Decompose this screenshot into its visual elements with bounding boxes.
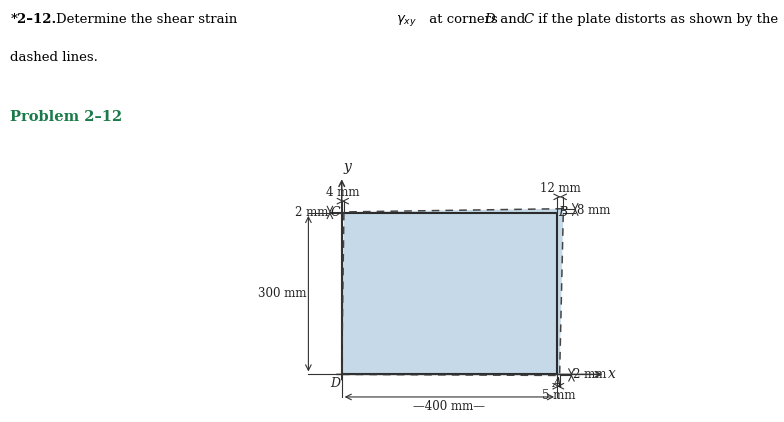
Text: at corners: at corners xyxy=(425,13,502,26)
Text: D: D xyxy=(485,13,495,26)
Text: 2 mm: 2 mm xyxy=(295,206,328,219)
Polygon shape xyxy=(342,209,564,376)
Text: 300 mm: 300 mm xyxy=(258,287,307,300)
Text: *2–12.: *2–12. xyxy=(10,13,56,26)
Text: 12 mm: 12 mm xyxy=(539,182,580,195)
Text: A: A xyxy=(553,377,562,390)
Text: 4 mm: 4 mm xyxy=(326,186,360,199)
Text: 2 mm: 2 mm xyxy=(573,368,607,381)
Text: Determine the shear strain: Determine the shear strain xyxy=(56,13,242,26)
Text: if the plate distorts as shown by the: if the plate distorts as shown by the xyxy=(534,13,778,26)
Text: B: B xyxy=(558,206,568,219)
Text: x: x xyxy=(608,368,615,381)
Text: 8 mm: 8 mm xyxy=(577,204,610,217)
Text: C: C xyxy=(524,13,534,26)
Text: and: and xyxy=(496,13,530,26)
Text: $\gamma_{xy}$: $\gamma_{xy}$ xyxy=(396,13,417,28)
Text: —400 mm—: —400 mm— xyxy=(413,400,485,413)
Text: D: D xyxy=(330,377,340,390)
Text: Problem 2–12: Problem 2–12 xyxy=(10,110,122,124)
Text: dashed lines.: dashed lines. xyxy=(10,51,98,64)
Text: y: y xyxy=(343,160,351,174)
Text: C: C xyxy=(331,206,340,219)
Text: 5 mm: 5 mm xyxy=(542,389,575,402)
